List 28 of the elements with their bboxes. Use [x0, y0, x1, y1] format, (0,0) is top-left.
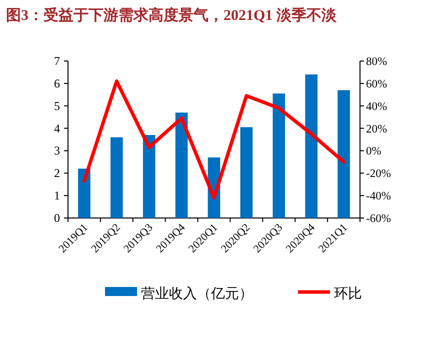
y2-tick-label: 60% — [366, 78, 388, 90]
bar — [142, 135, 156, 218]
y2-tick-label: 0% — [366, 146, 382, 158]
y-tick-label: 3 — [54, 144, 60, 158]
bar — [338, 90, 350, 218]
legend-label: 营业收入（亿元） — [141, 286, 253, 302]
y-tick-label: 4 — [54, 121, 60, 136]
legend-label: 环比 — [334, 286, 362, 302]
y2-tick-label: 80% — [366, 56, 388, 68]
y2-tick-label: -20% — [366, 168, 392, 180]
bar — [305, 74, 318, 218]
bar — [78, 168, 90, 218]
line-series — [82, 79, 346, 200]
y2-tick-label: -40% — [366, 190, 392, 203]
bar — [272, 94, 286, 218]
y-tick-label: 6 — [54, 76, 60, 90]
y-tick-label: 1 — [54, 188, 60, 203]
bar — [240, 127, 253, 218]
bar — [175, 112, 188, 218]
y2-tick-label: 20% — [366, 123, 388, 136]
chart-title: 图3：受益于下游需求高度景气，2021Q1 淡季不淡 — [6, 6, 338, 24]
y-tick-label: 7 — [54, 54, 60, 68]
y-tick-label: 0 — [54, 211, 60, 225]
y2-tick-label: -60% — [366, 213, 392, 225]
y-tick-label: 5 — [54, 98, 60, 113]
y2-tick-label: 40% — [366, 100, 388, 113]
y-tick-label: 2 — [54, 166, 60, 180]
bar — [110, 137, 123, 218]
